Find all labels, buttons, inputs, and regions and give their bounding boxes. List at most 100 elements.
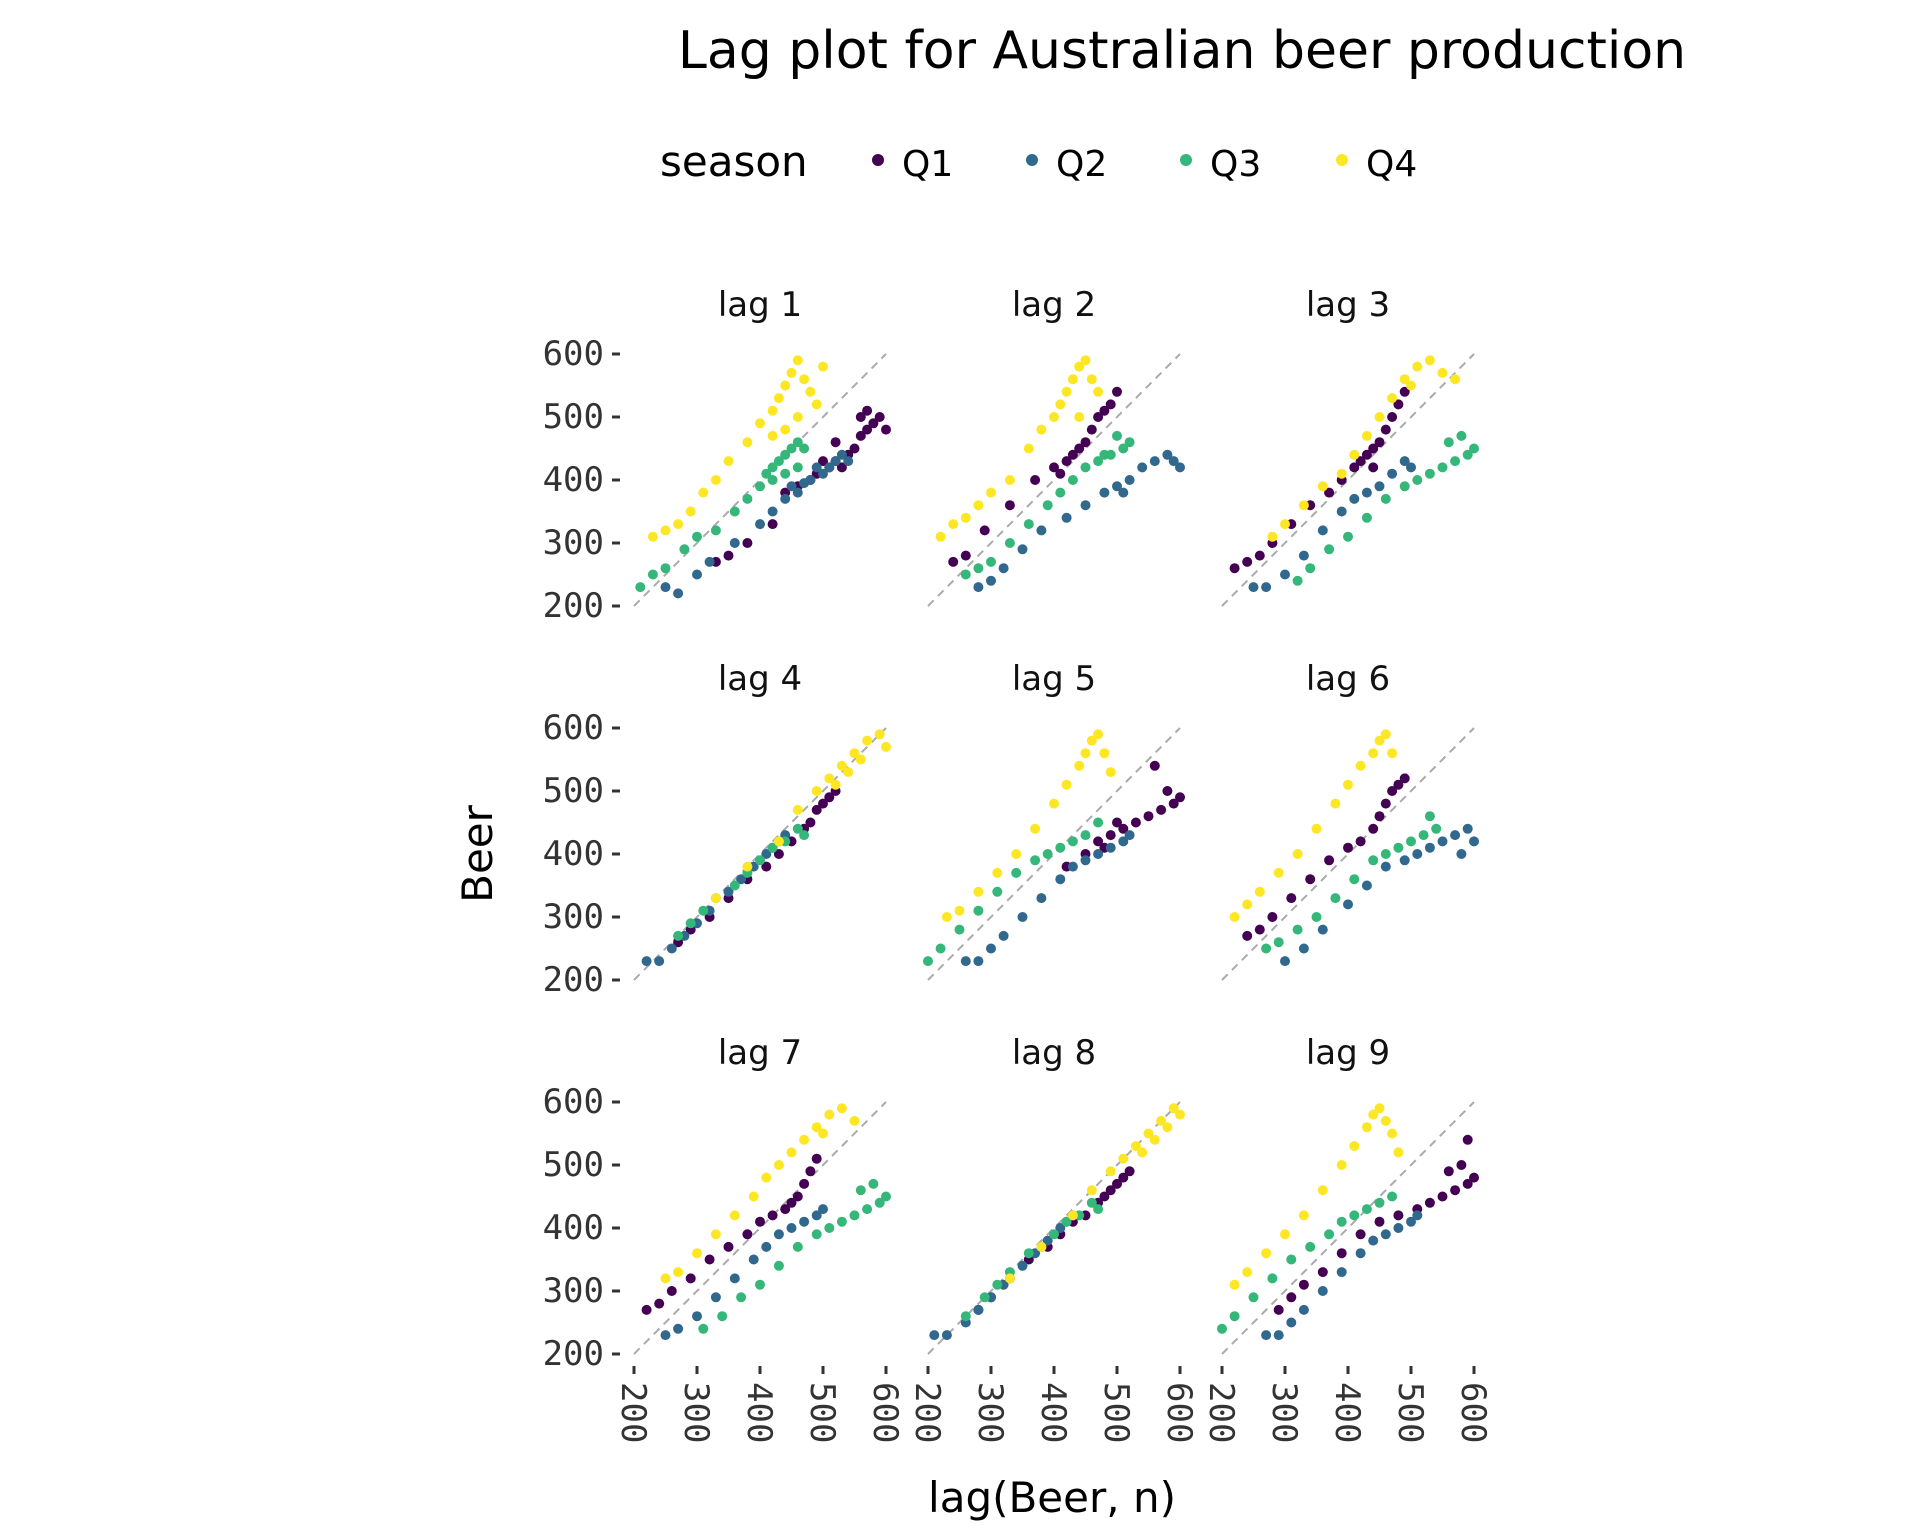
data-point-q2 [1149,456,1160,467]
data-point-q4 [1317,1185,1328,1196]
reference-line [633,727,887,981]
data-point-q1 [1387,412,1398,422]
data-point-q3 [755,1279,765,1290]
data-point-q2 [1343,899,1353,910]
data-point-q1 [1149,760,1160,771]
data-point-q4 [1130,1141,1141,1152]
data-point-q4 [1254,886,1265,897]
data-point-q4 [1387,393,1398,404]
data-point-q1 [948,556,959,567]
data-point-q3 [742,493,753,504]
legend-key-q3 [1180,154,1192,166]
data-point-q3 [698,905,709,916]
data-point-q1 [811,1153,822,1164]
y-tick-label: 300 [543,897,604,937]
data-point-q4 [1368,1109,1379,1120]
data-point-q4 [1137,1147,1148,1158]
data-point-q1 [1387,786,1398,796]
data-point-q3 [992,886,1003,897]
data-point-q1 [1374,811,1385,822]
data-point-q4 [1412,361,1423,372]
data-point-q2 [773,1229,784,1240]
data-point-q4 [1298,1210,1309,1221]
legend-title: season [660,137,808,186]
y-tick-label: 200 [543,1334,604,1374]
data-point-q3 [717,1311,728,1322]
data-point-q1 [805,1166,816,1177]
data-point-q4 [941,912,952,922]
data-point-q3 [729,506,740,517]
data-point-q4 [973,500,984,511]
data-point-q3 [1305,563,1316,574]
data-point-q1 [1254,924,1265,935]
data-point-q2 [1055,1223,1066,1233]
data-point-q4 [1406,380,1416,391]
data-point-q4 [1162,1122,1173,1133]
data-point-q2 [1112,481,1122,492]
data-point-q2 [1393,1223,1404,1233]
data-point-q4 [1355,760,1366,771]
data-point-q3 [1080,462,1091,473]
data-point-q4 [799,1134,810,1145]
data-point-q2 [723,886,734,897]
data-point-q3 [960,1311,971,1322]
data-point-q3 [1267,1273,1278,1284]
data-point-q2 [1017,1260,1028,1271]
data-point-q2 [1261,582,1272,593]
data-point-q2 [1412,849,1423,859]
data-point-q1 [1254,550,1265,561]
data-point-q3 [1443,437,1454,448]
data-point-q3 [1324,544,1335,555]
data-point-q2 [654,956,665,967]
data-point-q2 [755,519,765,530]
data-point-q4 [1143,1128,1154,1139]
data-point-q4 [1292,849,1303,859]
legend-key-q2 [1026,154,1038,166]
data-point-q2 [673,588,684,599]
y-tick-label: 400 [543,460,604,500]
data-point-q3 [849,1210,860,1221]
data-point-q3 [1462,449,1473,460]
data-point-q3 [773,456,784,467]
data-point-q4 [818,361,828,372]
data-point-q3 [973,563,984,574]
data-point-q1 [818,456,828,467]
data-point-q1 [862,424,873,435]
data-point-q4 [780,380,791,391]
data-point-q1 [1156,804,1167,815]
data-point-q4 [811,1122,822,1133]
data-point-q2 [1036,893,1047,904]
data-point-q2 [1175,462,1185,473]
data-point-q4 [1149,1134,1160,1145]
data-point-q1 [830,437,841,448]
x-tick-label: 600 [1453,1382,1493,1443]
data-point-q3 [1399,481,1410,492]
data-point-q4 [1343,779,1353,790]
data-point-q3 [923,956,933,967]
data-point-q3 [1387,1191,1398,1202]
panel-strip-label: lag 8 [1012,1033,1096,1073]
data-point-q4 [836,760,847,771]
panel-lag-1: lag 1 [633,285,891,607]
data-point-q4 [1080,748,1091,759]
panel-lag-3: lag 3 [1221,285,1479,607]
data-point-q3 [1030,855,1041,866]
data-point-q1 [1112,386,1122,397]
data-point-q2 [1248,582,1259,593]
data-point-q2 [1055,874,1066,885]
data-point-q3 [1061,1216,1072,1227]
data-point-q3 [954,924,965,935]
panel-lag-8: lag 8 [927,1033,1185,1355]
data-point-q4 [647,531,658,542]
data-point-q1 [799,1178,810,1189]
data-point-q3 [792,1241,803,1252]
data-point-q2 [1042,1235,1053,1246]
data-point-q2 [736,874,747,885]
data-point-q1 [1112,1178,1122,1189]
data-point-q2 [673,1323,684,1334]
data-point-q3 [1349,874,1360,885]
data-point-q1 [1099,1191,1110,1202]
data-point-q2 [729,1273,740,1284]
data-point-q2 [1424,842,1435,853]
data-point-q2 [1036,525,1047,536]
